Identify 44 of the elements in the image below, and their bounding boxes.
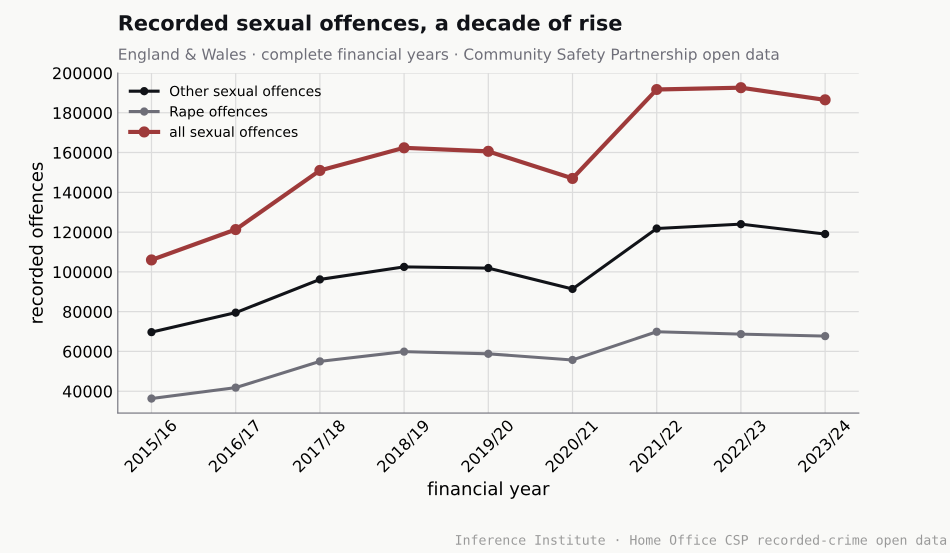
point	[482, 146, 494, 157]
point	[651, 84, 662, 96]
y-tick-label: 100000	[54, 266, 112, 278]
point	[314, 164, 326, 176]
point	[736, 330, 746, 338]
point	[820, 94, 831, 106]
point	[484, 350, 492, 358]
point	[316, 357, 324, 366]
point	[566, 172, 578, 184]
point	[568, 356, 577, 364]
chart-subtitle: England & Wales · complete financial years · Community Safety Partnership open data	[119, 48, 778, 63]
y-tick-label: 180000	[54, 106, 112, 120]
point	[820, 230, 830, 238]
point	[147, 328, 156, 336]
y-tick-label: 200000	[53, 67, 112, 80]
point	[400, 262, 408, 272]
point	[146, 254, 158, 266]
y-tick-label: 160000	[54, 146, 112, 159]
y-tick-label: 40000	[62, 385, 112, 398]
y-axis-title: recorded offences	[28, 162, 43, 323]
chart-title: Recorded sexual offences, a decade of rise	[120, 14, 622, 34]
point	[568, 284, 577, 294]
y-tick-label: 60000	[63, 346, 112, 358]
legend-label: Rape offences	[170, 106, 268, 120]
text: Inference Institute · Home Office CSP recorded-crime open data	[456, 534, 946, 548]
y-tick-label: 120000	[54, 226, 112, 238]
point	[398, 142, 410, 154]
point	[652, 328, 661, 336]
y-tick-label: 140000	[54, 186, 112, 199]
point	[400, 347, 408, 356]
point	[232, 383, 240, 392]
point	[735, 82, 746, 94]
x-axis-title: financial year	[428, 481, 550, 499]
point	[820, 332, 830, 340]
point	[316, 275, 324, 284]
legend-label: all sexual offences	[170, 126, 298, 138]
legend-label: Other sexual offences	[170, 85, 321, 96]
point	[484, 264, 492, 272]
y-tick-label: 80000	[63, 306, 112, 318]
point	[652, 224, 661, 233]
point	[230, 224, 242, 236]
point	[147, 394, 156, 403]
point	[232, 308, 240, 317]
point	[736, 220, 746, 228]
